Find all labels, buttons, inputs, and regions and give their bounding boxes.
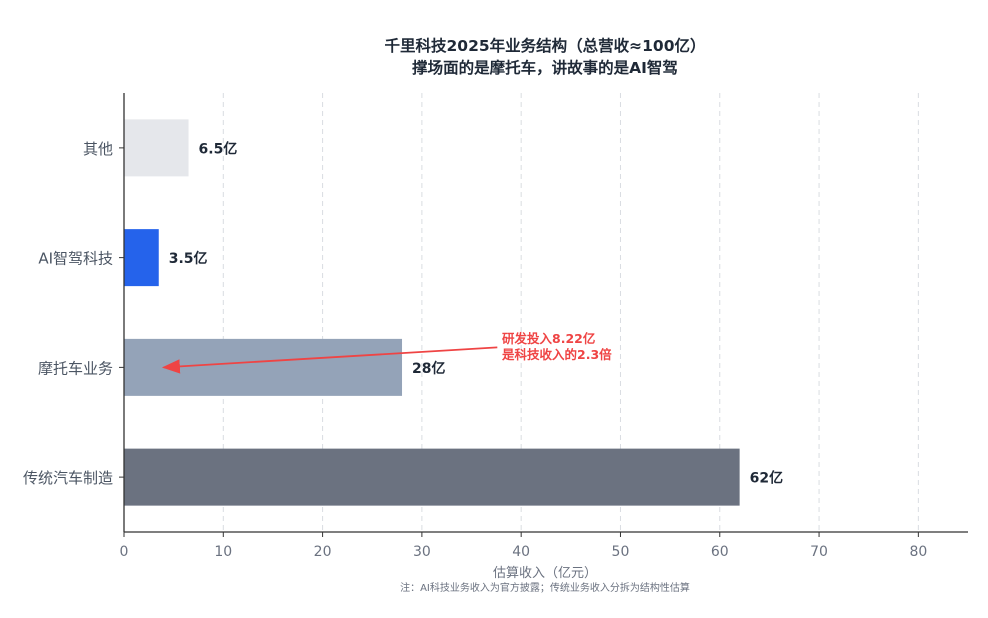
x-tick-label-70: 70 [810, 544, 828, 560]
annotation-text-1: 是科技收入的2.3倍 [501, 347, 612, 362]
bar-value-label-0: 6.5亿 [199, 140, 238, 157]
category-label-0: 其他 [83, 140, 113, 158]
chart-subtitle: 撑场面的是摩托车，讲故事的是AI智驾 [412, 58, 678, 77]
x-tick-label-40: 40 [512, 544, 530, 560]
bar-0 [124, 119, 189, 177]
chart-note: 注：AI科技业务收入为官方披露；传统业务收入分拆为结构性估算 [400, 581, 690, 594]
x-tick-label-0: 0 [120, 544, 129, 560]
annotation-arrow [161, 346, 498, 374]
x-tick-label-10: 10 [214, 544, 232, 560]
chart-title: 千里科技2025年业务结构（总营收≈100亿） [385, 36, 706, 55]
bar-value-label-2: 28亿 [412, 360, 445, 377]
x-tick-label-20: 20 [314, 544, 332, 560]
x-axis-label: 估算收入（亿元） [493, 566, 597, 581]
category-label-1: AI智驾科技 [38, 250, 113, 268]
x-tick-label-80: 80 [909, 544, 927, 560]
annotation-text-0: 研发投入8.22亿 [502, 331, 595, 346]
x-tick-label-50: 50 [612, 544, 630, 560]
bar-value-label-3: 62亿 [750, 470, 783, 487]
bar-3 [124, 448, 740, 506]
category-label-2: 摩托车业务 [38, 359, 113, 377]
bar-1 [124, 229, 159, 287]
bar-value-label-1: 3.5亿 [169, 250, 208, 267]
category-label-3: 传统汽车制造 [23, 469, 113, 487]
x-tick-label-60: 60 [711, 544, 729, 560]
x-tick-label-30: 30 [413, 544, 431, 560]
